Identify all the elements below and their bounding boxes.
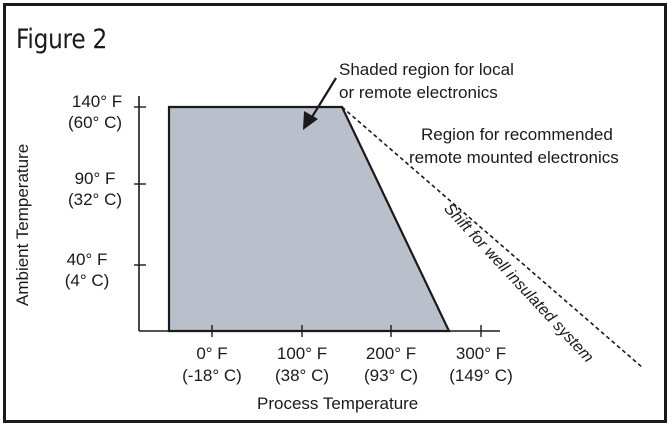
recommended-region-label-line2: remote mounted electronics [409, 148, 619, 167]
y-tick-label-f: 140° F [71, 92, 123, 111]
shaded-region-label-line1: Shaded region for local [339, 60, 514, 79]
x-tick-label-c: (149° C) [449, 366, 513, 385]
x-tick-label-f: 0° F [196, 344, 228, 363]
figure-frame [3, 3, 667, 423]
x-axis-title: Process Temperature [257, 394, 419, 413]
y-axis-title: Ambient Temperature [13, 143, 32, 306]
y-tick-label-f: 90° F [74, 169, 116, 188]
x-tick-label-f: 300° F [455, 344, 507, 363]
shaded-region-label-line2: or remote electronics [339, 83, 498, 102]
y-tick-label-f: 40° F [66, 250, 108, 269]
y-tick-label-c: (60° C) [67, 113, 123, 132]
x-tick-label-c: (93° C) [363, 366, 419, 385]
recommended-region-label-line1: Region for recommended [421, 125, 613, 144]
x-tick-label-f: 200° F [365, 344, 417, 363]
figure-title: Figure 2 [16, 24, 107, 55]
x-tick-label-f: 100° F [276, 344, 328, 363]
shaded-region [167, 105, 451, 333]
x-tick-label-c: (-18° C) [182, 366, 242, 385]
annotation-arrow-head [303, 111, 318, 130]
y-tick-label-c: (32° C) [67, 190, 123, 209]
shift-dashed-line [341, 106, 644, 369]
x-tick-label-c: (38° C) [274, 366, 330, 385]
y-tick-label-c: (4° C) [64, 271, 110, 290]
annotation-arrow-shaft [311, 77, 337, 118]
